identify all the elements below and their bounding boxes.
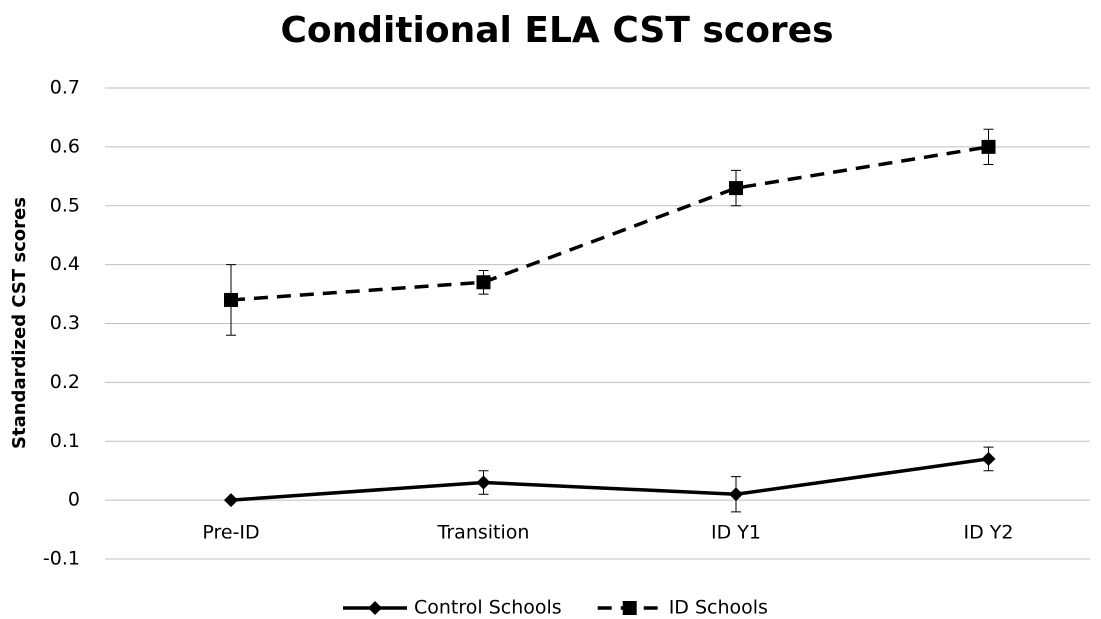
y-tick-label: 0.6 (50, 135, 80, 157)
y-tick-label: 0.5 (50, 194, 80, 216)
chart-title: Conditional ELA CST scores (280, 10, 833, 51)
marker (368, 601, 382, 615)
y-axis-label: Standardized CST scores (9, 197, 30, 449)
x-tick-label: ID Y1 (711, 522, 761, 544)
y-tick-label: 0.4 (50, 253, 80, 275)
y-tick-label: 0.2 (50, 371, 80, 393)
marker (729, 181, 743, 196)
legend-label: ID Schools (669, 597, 768, 619)
series-line (230, 145, 989, 302)
x-tick-label: ID Y2 (964, 522, 1014, 544)
y-tick-label: 0.1 (50, 430, 80, 452)
marker (729, 487, 743, 502)
y-tick-label: 0.7 (50, 77, 80, 99)
y-tick-label: 0.3 (50, 312, 80, 334)
series-line (230, 457, 989, 502)
legend-label: Control Schools (414, 597, 562, 619)
x-tick-label: Pre-ID (202, 522, 259, 544)
marker (224, 292, 238, 307)
x-tick-label: Transition (437, 522, 530, 544)
y-tick-label: 0 (68, 489, 80, 511)
marker (476, 475, 491, 490)
marker (981, 451, 996, 466)
marker (981, 139, 996, 154)
y-tick-label: -0.1 (43, 548, 80, 570)
marker (622, 601, 637, 615)
marker (224, 493, 238, 508)
marker (476, 275, 491, 290)
